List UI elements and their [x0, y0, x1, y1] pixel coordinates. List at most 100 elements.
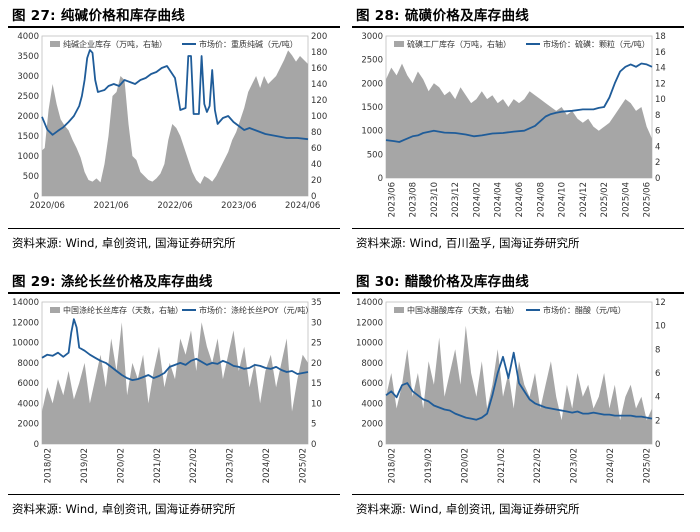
right-tick-label: 5 — [311, 420, 316, 430]
right-tick-label: 6 — [655, 369, 660, 379]
x-tick-label: 2022/02 — [189, 448, 199, 483]
x-tick-label: 2023/06 — [387, 182, 397, 217]
x-tick-label: 2024/02 — [262, 448, 272, 483]
legend-area-swatch — [50, 307, 60, 313]
right-tick-label: 35 — [311, 298, 322, 308]
left-tick-label: 0 — [378, 440, 383, 450]
chart-title: 图 30: 醋酸价格及库存曲线 — [356, 274, 530, 290]
x-tick-label: 2025/02 — [299, 448, 309, 483]
legend-area-swatch — [394, 307, 404, 313]
chart-title: 图 27: 纯碱价格和库存曲线 — [12, 8, 186, 24]
left-tick-label: 2000 — [361, 420, 383, 430]
chart-polyester-filament: 0 2000 4000 6000 8000 10000 12000 14000 0 5 10 15 20… — [12, 298, 322, 483]
x-tick-label: 2025/02 — [600, 182, 610, 217]
title-rule — [352, 26, 684, 28]
legend-area-swatch — [394, 41, 404, 47]
x-tick-label: 2024/02 — [472, 182, 482, 217]
right-tick-label: 10 — [311, 399, 322, 409]
x-tick-label: 2024/06 — [285, 201, 320, 211]
right-tick-label: 4 — [655, 393, 660, 403]
source-note: 资料来源: Wind, 卓创资讯, 国海证券研究所 — [356, 502, 580, 516]
left-tick-label: 0 — [378, 174, 383, 184]
source-note: 资料来源: Wind, 卓创资讯, 国海证券研究所 — [12, 236, 236, 250]
source-rule — [352, 228, 684, 229]
title-rule — [8, 26, 340, 28]
chart-sulfur: 0 500 1000 1500 2000 2500 3000 0 2 4 6 8 10 12 14 16 18 2… — [361, 32, 666, 217]
right-tick-label: 4 — [655, 142, 660, 152]
x-tick-label: 2018/02 — [387, 448, 397, 483]
left-tick-label: 1500 — [361, 103, 383, 113]
left-tick-label: 4000 — [17, 399, 39, 409]
x-tick-label: 2024/10 — [558, 182, 568, 217]
left-tick-label: 2000 — [361, 79, 383, 89]
left-tick-label: 8000 — [361, 359, 383, 369]
x-tick-label: 2019/02 — [424, 448, 434, 483]
right-tick-label: 2 — [655, 158, 660, 168]
right-tick-label: 40 — [311, 160, 322, 170]
series-area-inventory — [386, 63, 652, 178]
left-tick-label: 6000 — [17, 379, 39, 389]
right-tick-label: 140 — [311, 80, 327, 90]
x-tick-label: 2024/12 — [579, 182, 589, 217]
legend-label-inventory: 中国涤纶长丝库存（天数，右轴） — [63, 305, 183, 315]
legend-label-price: 市场价：醋酸（元/吨） — [543, 305, 626, 315]
legend-label-price: 市场价：重质纯碱（元/吨） — [199, 39, 298, 49]
x-tick-label: 2025/04 — [621, 182, 631, 217]
source-note: 资料来源: Wind, 百川盈孚, 国海证券研究所 — [356, 236, 580, 250]
left-tick-label: 1000 — [361, 127, 383, 137]
title-rule — [352, 292, 684, 294]
right-tick-label: 10 — [655, 95, 666, 105]
x-tick-label: 2020/06 — [30, 201, 65, 211]
right-tick-label: 0 — [311, 192, 316, 202]
left-tick-label: 2500 — [361, 56, 383, 66]
left-tick-label: 4000 — [17, 32, 39, 42]
chart-title: 图 28: 硫磺价格及库存曲线 — [356, 8, 530, 24]
left-tick-label: 10000 — [356, 339, 383, 349]
right-tick-label: 8 — [655, 111, 660, 121]
left-tick-label: 8000 — [17, 359, 39, 369]
left-tick-label: 2000 — [17, 112, 39, 122]
right-tick-label: 2 — [655, 416, 660, 426]
source-rule — [352, 494, 684, 495]
right-tick-label: 120 — [311, 96, 327, 106]
right-tick-label: 12 — [655, 298, 666, 308]
left-tick-label: 3000 — [17, 72, 39, 82]
chart-title: 图 29: 涤纶长丝价格及库存曲线 — [12, 274, 213, 290]
x-tick-label: 2024/08 — [536, 182, 546, 217]
right-tick-label: 8 — [655, 345, 660, 355]
left-tick-label: 12000 — [356, 318, 383, 328]
right-tick-label: 10 — [655, 322, 666, 332]
legend-label-inventory: 中国冰醋酸库存（天数，右轴） — [407, 305, 519, 315]
source-rule — [8, 494, 340, 495]
x-tick-label: 2022/02 — [533, 448, 543, 483]
right-tick-label: 0 — [655, 440, 660, 450]
left-tick-label: 14000 — [12, 298, 39, 308]
x-tick-label: 2023/08 — [409, 182, 419, 217]
right-tick-label: 0 — [311, 440, 316, 450]
right-tick-label: 160 — [311, 64, 327, 74]
panel-acetic-acid: 图 30: 醋酸价格及库存曲线 0 2000 4000 6000 8000 10000 12… — [352, 266, 692, 532]
right-tick-label: 180 — [311, 48, 327, 58]
x-tick-label: 2024/04 — [494, 182, 504, 217]
left-tick-label: 1500 — [17, 132, 39, 142]
right-tick-label: 14 — [655, 64, 666, 74]
source-rule — [8, 228, 340, 229]
x-tick-label: 2023/06 — [221, 201, 256, 211]
right-tick-label: 16 — [655, 48, 666, 58]
right-tick-label: 15 — [311, 379, 322, 389]
left-tick-label: 2000 — [17, 420, 39, 430]
x-tick-label: 2024/06 — [515, 182, 525, 217]
left-tick-label: 4000 — [361, 399, 383, 409]
series-line-price — [41, 318, 309, 381]
x-tick-label: 2025/02 — [643, 448, 653, 483]
legend-label-inventory: 纯碱企业库存（万吨，右轴） — [63, 39, 167, 49]
x-tick-label: 2023/10 — [430, 182, 440, 217]
legend-label-price: 市场价：涤纶长丝POY（元/吨） — [199, 305, 313, 315]
right-tick-label: 80 — [311, 128, 322, 138]
series-area-inventory — [42, 50, 308, 197]
right-tick-label: 18 — [655, 32, 666, 42]
chart-acetic-acid: 0 2000 4000 6000 8000 10000 12000 14000 0 2 4 6 8 10 1… — [356, 298, 666, 483]
left-tick-label: 14000 — [356, 298, 383, 308]
left-tick-label: 0 — [34, 192, 39, 202]
x-tick-label: 2020/02 — [460, 448, 470, 483]
